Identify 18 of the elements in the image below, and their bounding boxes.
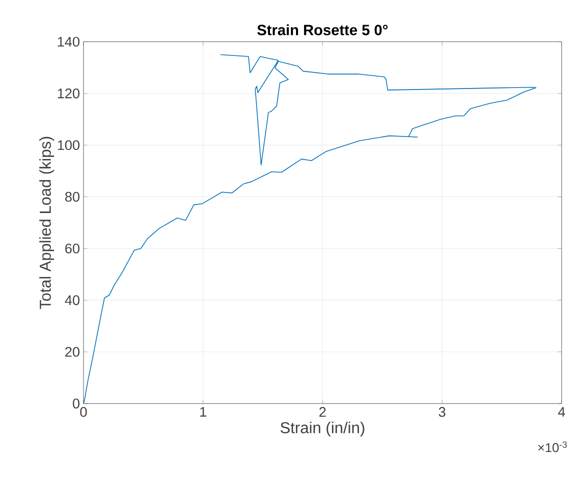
y-tick-label: 20 (65, 346, 80, 357)
y-tick-label: 40 (64, 295, 80, 306)
x-tick-label: 0 (80, 407, 87, 417)
line-series (83, 54, 536, 404)
x-axis-title: Strain (in/in) (280, 422, 364, 436)
y-tick-label: 120 (58, 88, 80, 98)
y-tick-label: 140 (58, 36, 80, 47)
x-tick-label: 1 (200, 407, 206, 417)
y-tick-label: 0 (72, 398, 80, 408)
x-tick-label: 3 (438, 407, 446, 417)
y-tick-label: 80 (65, 192, 80, 202)
text: ×10$^{-3}$ (538, 441, 567, 452)
y-tick-label: 100 (58, 140, 80, 150)
chart-title: Strain Rosette 5 0° (257, 24, 388, 36)
y-axis-title: Total Applied Load (kips) (39, 136, 54, 310)
x-tick-label: 2 (319, 407, 326, 417)
y-tick-label: 60 (65, 244, 80, 254)
x-tick-label: 4 (558, 407, 566, 417)
